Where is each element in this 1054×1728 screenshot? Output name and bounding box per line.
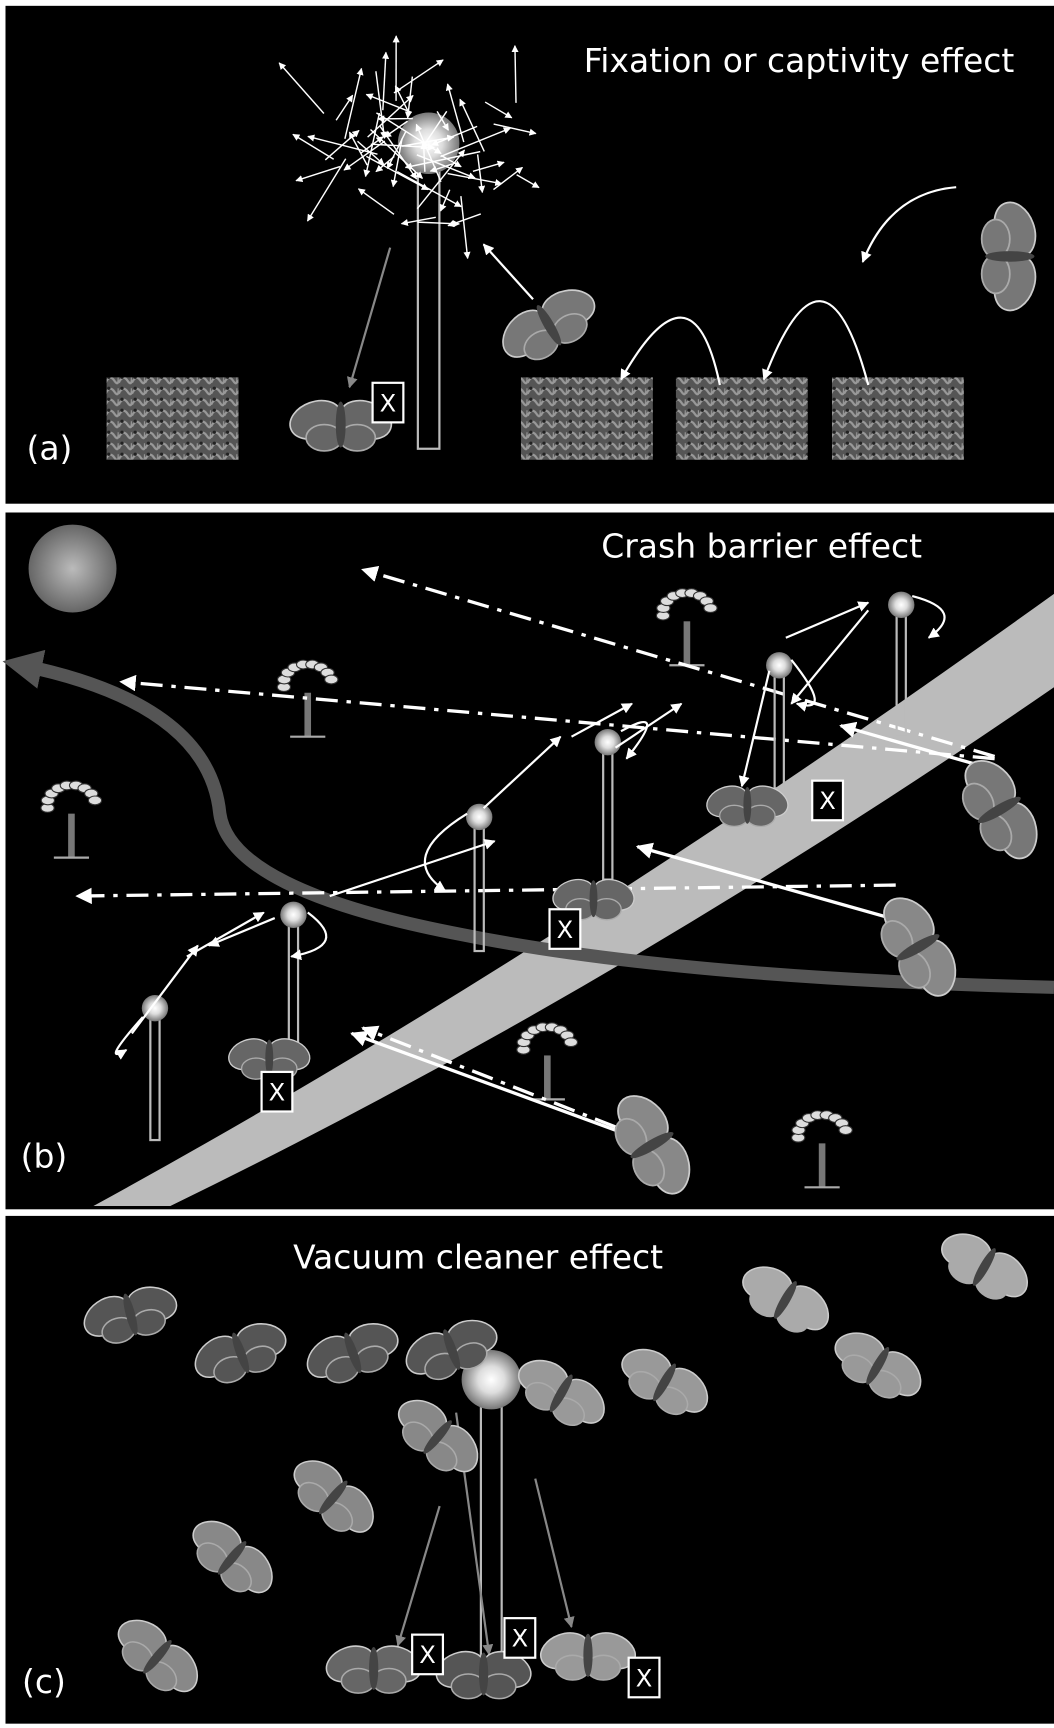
leaf (564, 1038, 577, 1047)
leaf (88, 796, 101, 805)
moth-body (369, 1647, 378, 1690)
death-mark: X (557, 916, 574, 944)
death-mark: X (419, 1641, 436, 1669)
moth-body (590, 880, 598, 917)
hedge (107, 377, 239, 459)
lamp-light (280, 902, 306, 928)
moth-body (479, 1652, 488, 1695)
lamp-light (142, 995, 168, 1021)
panel-label: (c) (22, 1662, 66, 1701)
leaf (704, 604, 717, 613)
death-mark: X (380, 389, 397, 417)
tree-trunk (68, 814, 75, 858)
panel-title: Vacuum cleaner effect (293, 1238, 663, 1277)
moth-body (743, 787, 751, 824)
tree-trunk (819, 1143, 826, 1187)
panel-title: Fixation or captivity effect (584, 41, 1015, 80)
moon (29, 525, 117, 613)
hedge (832, 377, 964, 459)
lamp-light (595, 729, 621, 755)
moth-body (336, 401, 346, 447)
leaf (325, 675, 338, 684)
tree-trunk (684, 621, 691, 665)
hedge (676, 377, 808, 459)
lamp-light (466, 804, 492, 830)
panel-title: Crash barrier effect (601, 527, 922, 566)
lamp-light (766, 652, 792, 678)
hedge (521, 377, 653, 459)
leaf (839, 1126, 852, 1135)
death-mark: X (269, 1078, 286, 1106)
panel-label: (b) (21, 1137, 68, 1176)
death-mark: X (512, 1625, 529, 1653)
death-mark: X (636, 1664, 653, 1692)
moth-body (583, 1634, 592, 1677)
death-mark: X (819, 787, 836, 815)
lamp-light (888, 592, 914, 618)
moth-body (985, 251, 1034, 262)
tree-trunk (544, 1055, 551, 1099)
panel-label: (a) (26, 429, 72, 468)
